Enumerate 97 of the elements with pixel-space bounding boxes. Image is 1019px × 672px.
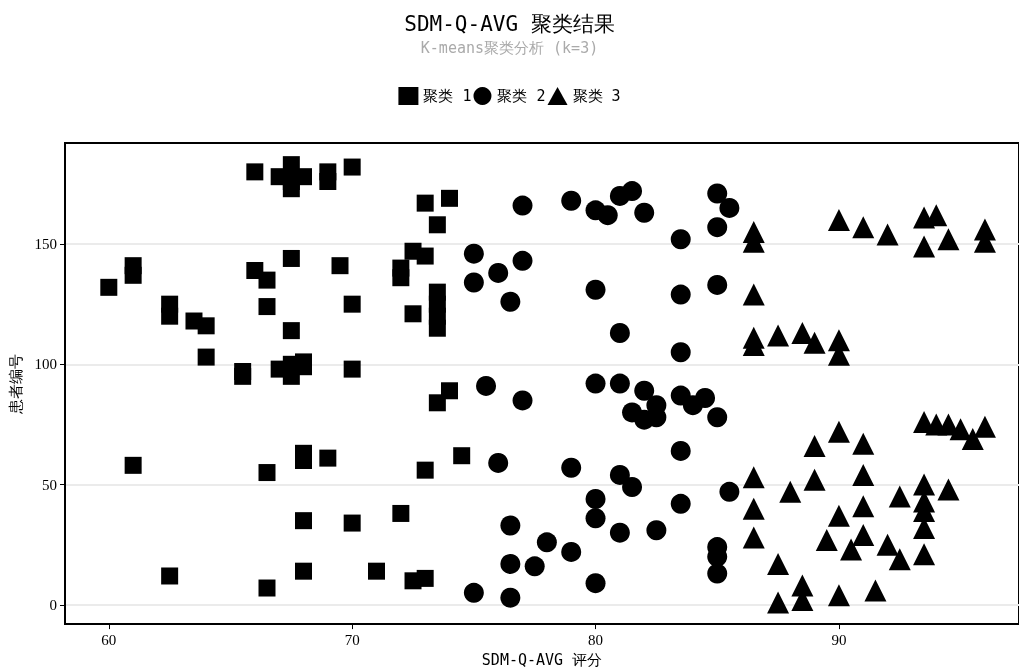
- point: [512, 390, 533, 411]
- point: [961, 427, 984, 450]
- point: [561, 457, 582, 478]
- point: [719, 481, 740, 502]
- point: [742, 526, 765, 549]
- point: [670, 284, 691, 305]
- point: [585, 573, 606, 594]
- point: [609, 373, 630, 394]
- point: [488, 262, 509, 283]
- point: [767, 552, 790, 575]
- x-tick-label: 60: [101, 631, 117, 648]
- point: [646, 520, 667, 541]
- point: [707, 183, 728, 204]
- x-tick-label: 80: [588, 631, 604, 648]
- point: [742, 466, 765, 489]
- point: [913, 235, 936, 258]
- point: [500, 553, 521, 574]
- chart-title: SDM-Q-AVG 聚类结果: [404, 11, 615, 36]
- y-axis-title: 患者编号: [7, 353, 26, 415]
- point: [622, 476, 643, 497]
- y-tick-label: 0: [49, 596, 57, 613]
- legend-label: 聚类 1: [423, 87, 472, 105]
- point: [852, 432, 875, 455]
- point: [742, 283, 765, 306]
- point: [512, 250, 533, 271]
- point: [585, 373, 606, 394]
- point: [463, 272, 484, 293]
- point: [488, 452, 509, 473]
- point: [803, 468, 826, 491]
- x-tick-label: 90: [831, 631, 847, 648]
- point: [670, 342, 691, 363]
- point: [512, 195, 533, 216]
- point: [707, 274, 728, 295]
- x-axis-title: SDM-Q-AVG 评分: [481, 650, 603, 669]
- point: [707, 407, 728, 428]
- point: [634, 202, 655, 223]
- point: [463, 243, 484, 264]
- point: [852, 524, 875, 547]
- point: [888, 485, 911, 508]
- point: [500, 291, 521, 312]
- point: [622, 181, 643, 202]
- point: [803, 435, 826, 458]
- point: [876, 533, 899, 556]
- legend-label: 聚类 3: [572, 87, 621, 105]
- point: [937, 478, 960, 501]
- point: [463, 582, 484, 603]
- point: [767, 591, 790, 614]
- point: [973, 415, 996, 438]
- point: [779, 480, 802, 503]
- y-tick-label: 150: [34, 236, 57, 253]
- point: [852, 463, 875, 486]
- point: [827, 420, 850, 443]
- chart-subtitle: K-means聚类分析 (k=3): [420, 38, 599, 57]
- point: [827, 504, 850, 527]
- point: [876, 223, 899, 246]
- point: [695, 387, 716, 408]
- point: [852, 495, 875, 518]
- point: [949, 418, 972, 441]
- legend-label: 聚类 2: [497, 87, 546, 105]
- point: [585, 508, 606, 529]
- point: [609, 464, 630, 485]
- point: [561, 541, 582, 562]
- point: [609, 522, 630, 543]
- point: [585, 489, 606, 510]
- point: [500, 515, 521, 536]
- point: [803, 331, 826, 354]
- point: [561, 190, 582, 211]
- point: [707, 563, 728, 584]
- point: [913, 473, 936, 496]
- point: [719, 197, 740, 218]
- point: [524, 556, 545, 577]
- point: [827, 584, 850, 607]
- point: [585, 279, 606, 300]
- point: [827, 208, 850, 231]
- point: [852, 216, 875, 239]
- y-tick-label: 100: [34, 356, 57, 373]
- point: [742, 497, 765, 520]
- point: [670, 229, 691, 250]
- point: [536, 532, 557, 553]
- point: [815, 528, 838, 551]
- point: [767, 324, 790, 347]
- point: [840, 538, 863, 561]
- point: [597, 205, 618, 226]
- point: [609, 323, 630, 344]
- point: [864, 579, 887, 602]
- x-tick-label: 70: [344, 631, 360, 648]
- point: [888, 548, 911, 571]
- point: [707, 217, 728, 238]
- y-tick-label: 50: [42, 476, 57, 493]
- point: [913, 543, 936, 566]
- point: [634, 380, 655, 401]
- point: [476, 375, 497, 396]
- point: [670, 440, 691, 461]
- point: [500, 587, 521, 608]
- point: [937, 228, 960, 251]
- point: [670, 493, 691, 514]
- point: [791, 322, 814, 345]
